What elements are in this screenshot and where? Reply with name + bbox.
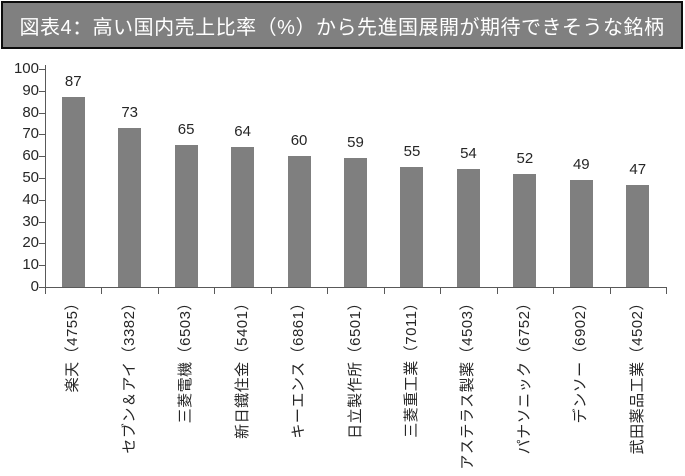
category-label: セブン＆アイ（3382） xyxy=(121,295,139,476)
category-label-text: 武田薬品工業（4502） xyxy=(628,295,646,455)
bar xyxy=(118,127,142,287)
bar xyxy=(569,180,593,287)
category-label-text: デンソー（6902） xyxy=(572,295,590,424)
category-label: 三菱電機（6503） xyxy=(177,295,195,476)
x-axis-tick xyxy=(666,288,667,294)
bar xyxy=(513,173,537,287)
x-axis-tick xyxy=(157,288,159,294)
bar-value-label: 52 xyxy=(516,149,534,167)
bar-value-label: 87 xyxy=(64,73,82,91)
x-axis-tick xyxy=(214,288,216,294)
category-label-text: アステラス製薬（4503） xyxy=(459,295,477,470)
bar-value-label: 54 xyxy=(460,145,477,163)
bar xyxy=(61,97,85,287)
y-axis-tick xyxy=(39,134,45,136)
category-label-text: 三菱電機（6503） xyxy=(177,295,195,424)
y-axis-tick xyxy=(39,156,45,158)
y-axis-tick-label: 30 xyxy=(22,212,39,230)
y-axis-tick-label: 90 xyxy=(22,81,39,99)
category-label: 三菱重工業（7011） xyxy=(403,295,421,476)
category-label: デンソー（6902） xyxy=(572,295,590,476)
y-axis-tick xyxy=(39,178,45,179)
category-label-text: 新日鐵住金（5401） xyxy=(233,295,251,439)
y-axis-tick-label: 80 xyxy=(22,103,39,121)
category-label-text: パナソニック（6752） xyxy=(515,295,533,455)
x-axis-line xyxy=(45,287,667,288)
y-axis-tick xyxy=(39,199,45,201)
y-axis-tick xyxy=(39,287,45,288)
y-axis-tick-label: 10 xyxy=(22,256,39,274)
bar-value-label: 73 xyxy=(121,103,139,121)
x-axis-tick xyxy=(101,288,103,294)
bar xyxy=(231,147,255,287)
y-axis-tick-label: 100 xyxy=(13,60,39,77)
category-label-text: 日立製作所（6501） xyxy=(346,295,364,439)
category-label: アステラス製薬（4503） xyxy=(459,295,477,476)
category-label: 日立製作所（6501） xyxy=(347,295,365,476)
category-label-text: 三菱重工業（7011） xyxy=(402,295,420,438)
figure-title-bar: 図表4：高い国内売上比率（%）から先進国展開が期待できそうな銘柄 xyxy=(1,1,683,49)
category-label: 武田薬品工業（4502） xyxy=(629,295,647,476)
y-axis-tick xyxy=(39,221,45,223)
y-axis-tick-label: 50 xyxy=(22,169,39,186)
category-label-text: 楽天（4755） xyxy=(64,295,82,393)
bar-value-label: 64 xyxy=(234,123,251,141)
category-label-text: セブン＆アイ（3382） xyxy=(120,295,138,454)
x-axis-tick xyxy=(496,288,498,294)
category-label: パナソニック（6752） xyxy=(516,295,534,476)
category-label: 新日鐵住金（5401） xyxy=(234,295,252,476)
figure-title: 図表4：高い国内売上比率（%）から先進国展開が期待できそうな銘柄 xyxy=(19,16,665,39)
bar-value-label: 59 xyxy=(347,134,364,152)
y-axis-tick xyxy=(39,243,45,245)
bar xyxy=(344,158,367,287)
y-axis-tick-label: 20 xyxy=(22,234,39,252)
bar-value-label: 65 xyxy=(177,121,195,139)
bar xyxy=(174,145,198,287)
x-axis-tick xyxy=(327,288,329,294)
bar xyxy=(287,156,311,287)
bar-value-label: 55 xyxy=(403,143,421,161)
category-label: 楽天（4755） xyxy=(64,295,82,476)
bar xyxy=(456,169,480,287)
y-axis-tick-label: 0 xyxy=(30,278,39,295)
bar-value-label: 47 xyxy=(629,160,647,178)
y-axis-line xyxy=(45,65,46,288)
y-axis-tick-label: 70 xyxy=(22,125,39,143)
y-axis-tick xyxy=(39,265,45,267)
y-axis-tick-label: 40 xyxy=(22,190,39,208)
y-axis-tick-label: 60 xyxy=(22,147,39,165)
category-label-text: キーエンス（6861） xyxy=(290,295,308,439)
y-axis-tick xyxy=(39,90,45,92)
x-axis-tick xyxy=(45,288,46,294)
x-axis-tick xyxy=(440,288,442,294)
category-label: キーエンス（6861） xyxy=(290,295,308,476)
y-axis-tick xyxy=(39,112,45,114)
x-axis-tick xyxy=(609,288,611,294)
bar xyxy=(400,167,424,287)
x-axis-tick xyxy=(383,288,385,294)
x-axis-tick xyxy=(270,288,272,294)
bar-value-label: 49 xyxy=(572,156,590,174)
y-axis-tick xyxy=(39,69,45,70)
bar-value-label: 60 xyxy=(290,132,308,150)
bar xyxy=(626,184,650,287)
x-axis-tick xyxy=(553,288,555,294)
